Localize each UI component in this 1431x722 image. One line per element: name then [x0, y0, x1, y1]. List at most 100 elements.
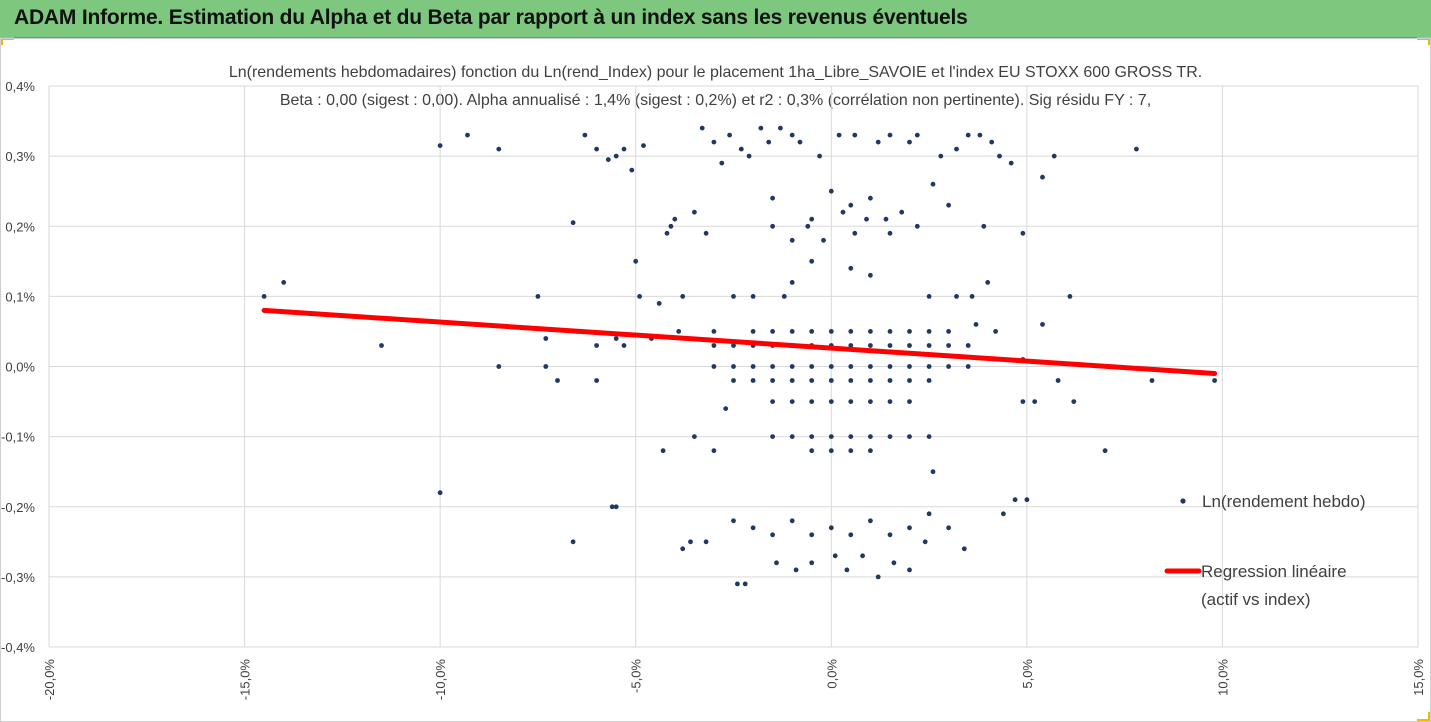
data-point: [789, 364, 795, 369]
data-point: [379, 343, 384, 348]
data-point: [969, 294, 975, 299]
data-point: [926, 294, 932, 299]
data-point: [875, 574, 881, 580]
x-tick-label: 15,0%: [1411, 659, 1426, 696]
data-point: [437, 143, 443, 149]
data-point: [907, 343, 912, 348]
data-point: [809, 399, 815, 404]
data-point: [676, 329, 682, 334]
data-point: [828, 188, 834, 194]
data-point: [770, 195, 775, 201]
data-point: [1008, 160, 1014, 166]
data-point: [891, 560, 897, 566]
data-point: [887, 364, 893, 369]
data-point: [848, 532, 854, 538]
corner-accent-bottom-right: [1417, 719, 1431, 722]
gridlines: [48, 85, 1419, 648]
data-point: [261, 294, 267, 299]
chart-subtitle: Beta : 0,00 (sigest : 0,00). Alpha annua…: [279, 92, 1152, 109]
data-point: [907, 378, 912, 383]
data-point: [887, 132, 893, 138]
data-point: [735, 581, 740, 587]
y-tick-label: -0,4%: [1, 640, 35, 655]
y-tick-label: 0,3%: [5, 149, 35, 164]
data-point: [887, 434, 893, 439]
data-point: [750, 294, 756, 299]
data-point: [973, 322, 979, 327]
data-point: [868, 434, 873, 439]
data-point: [727, 132, 732, 138]
y-tick-label: 0,0%: [5, 360, 35, 375]
data-point: [750, 525, 756, 531]
data-point: [907, 399, 912, 404]
data-point: [699, 125, 705, 131]
data-point: [641, 143, 646, 149]
x-axis-ticks: -20,0% -15,0% -10,0% -5,0% 0,0% 5,0% 10,0% 15,0…: [42, 659, 1426, 701]
data-point: [828, 364, 834, 369]
data-point: [809, 258, 815, 264]
data-point: [793, 567, 799, 573]
data-point: [828, 525, 834, 531]
data-point: [703, 539, 709, 545]
header-title: ADAM Informe. Estimation du Alpha et du …: [14, 6, 968, 29]
data-point: [868, 448, 873, 454]
data-point: [731, 294, 736, 299]
data-point: [738, 146, 744, 152]
data-point: [688, 539, 693, 545]
data-point: [281, 280, 287, 285]
data-point: [637, 294, 642, 299]
data-point: [1134, 146, 1139, 152]
y-tick-label: 0,1%: [5, 289, 35, 304]
data-point: [1012, 497, 1018, 503]
data-point: [770, 399, 775, 404]
data-point: [594, 343, 599, 348]
data-point: [809, 560, 815, 566]
data-point: [789, 329, 795, 334]
data-point: [848, 448, 854, 454]
data-point: [926, 434, 932, 439]
data-point: [930, 469, 936, 475]
data-point: [731, 378, 736, 383]
data-point: [926, 378, 932, 383]
data-point: [985, 280, 991, 285]
data-point: [746, 153, 752, 159]
data-point: [868, 343, 873, 348]
legend-scatter-marker: [1180, 498, 1186, 504]
data-point: [1040, 322, 1045, 327]
data-point: [543, 364, 549, 369]
data-point: [1102, 448, 1108, 454]
y-axis-ticks: 0,4% 0,3% 0,2% 0,1% 0,0% -0,1% -0,2% -0,3% -0,4%: [1, 79, 35, 655]
data-point: [868, 195, 873, 201]
data-point: [770, 223, 775, 229]
data-point: [946, 343, 951, 348]
y-tick-label: -0,1%: [1, 430, 35, 445]
data-point: [868, 272, 873, 278]
header-bar: ADAM Informe. Estimation du Alpha et du …: [0, 0, 1431, 38]
data-point: [766, 139, 772, 145]
data-point: [770, 364, 775, 369]
y-tick-label: -0,3%: [1, 570, 35, 585]
data-point: [914, 132, 920, 138]
data-point: [613, 504, 619, 510]
data-point: [828, 378, 834, 383]
data-point: [731, 518, 736, 524]
data-point: [621, 146, 627, 152]
x-tick-label: 10,0%: [1215, 659, 1230, 696]
data-point: [750, 378, 756, 383]
data-point: [692, 209, 697, 215]
data-point: [848, 329, 854, 334]
data-point: [496, 146, 502, 152]
data-point: [875, 139, 881, 145]
data-point: [887, 378, 893, 383]
data-point: [848, 399, 854, 404]
data-point: [887, 532, 893, 538]
data-point: [817, 153, 822, 159]
data-point: [770, 378, 775, 383]
data-point: [836, 132, 842, 138]
data-point: [789, 132, 795, 138]
data-point: [981, 223, 987, 229]
data-point: [809, 329, 815, 334]
scatter-points: [261, 125, 1217, 587]
chart-title: Ln(rendements hebdomadaires) fonction du…: [228, 64, 1203, 81]
data-point: [864, 216, 869, 222]
